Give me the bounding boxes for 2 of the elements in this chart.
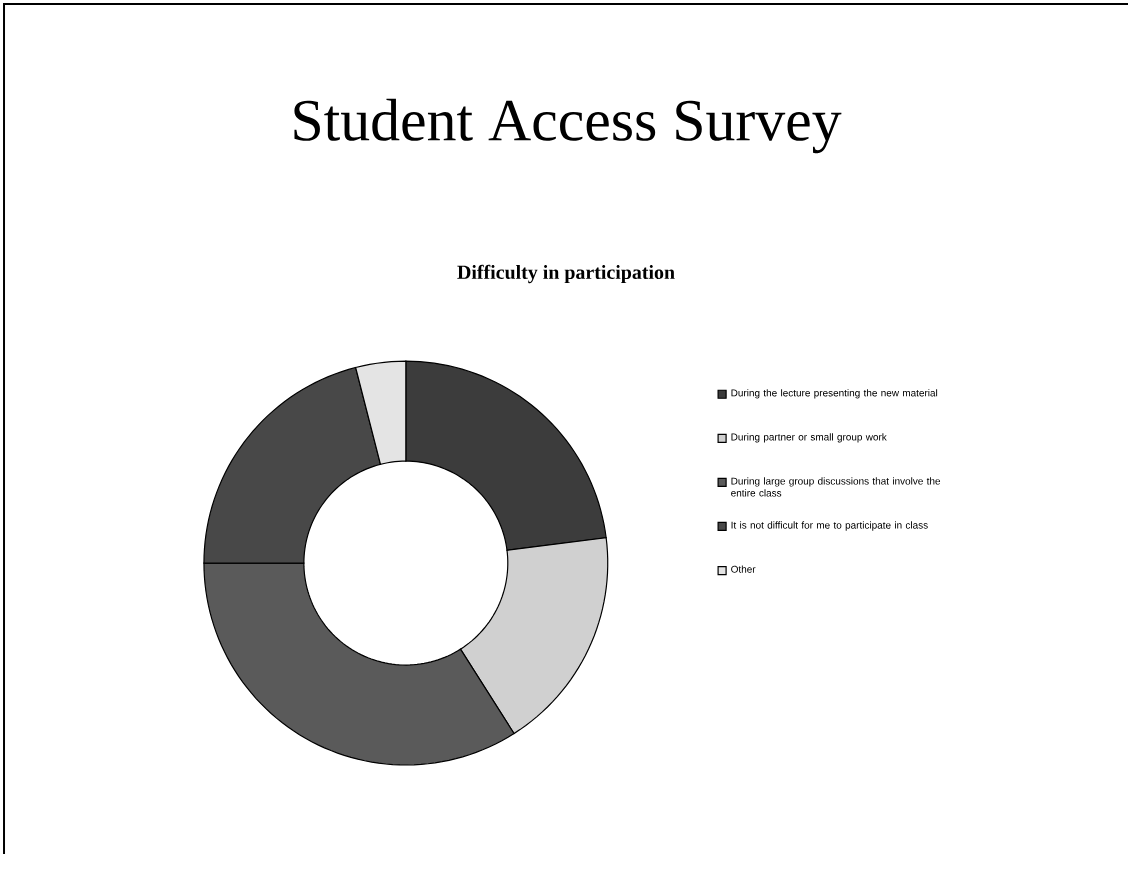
chart-title: Student Access Survey bbox=[294, 98, 842, 154]
chart-subtitle: Difficulty in participation bbox=[457, 264, 675, 284]
